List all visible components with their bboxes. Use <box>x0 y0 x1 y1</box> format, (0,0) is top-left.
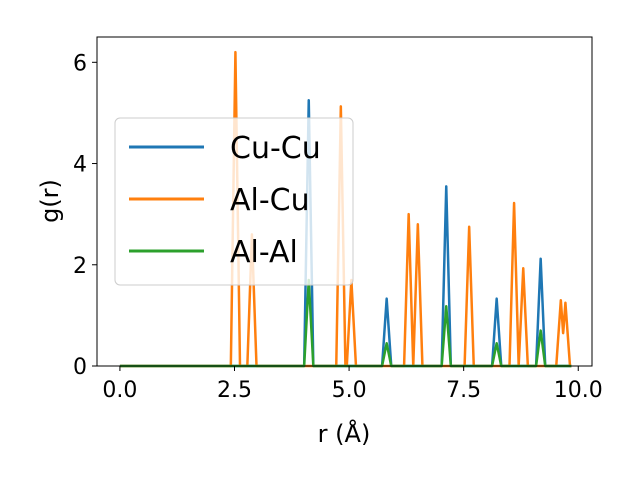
legend-box <box>114 117 354 286</box>
plot-frame <box>96 36 593 367</box>
y-axis-label: g(r) <box>36 179 64 223</box>
x-axis-ticks: 0.0 2.5 5.0 7.5 10.0 <box>102 366 603 403</box>
y-tick-label: 0 <box>73 355 87 380</box>
y-axis-ticks: 0 2 4 6 <box>73 51 97 380</box>
x-tick-label: 2.5 <box>217 378 252 403</box>
legend: Cu-Cu Al-Cu Al-Al <box>114 117 354 286</box>
legend-label-al-al: Al-Al <box>230 235 298 270</box>
x-tick-label: 7.5 <box>446 378 481 403</box>
y-tick-label: 6 <box>73 51 87 76</box>
x-tick-label: 5.0 <box>332 378 367 403</box>
x-tick-label: 10.0 <box>554 378 603 403</box>
legend-label-cu-cu: Cu-Cu <box>230 131 321 166</box>
x-tick-label: 0.0 <box>102 378 137 403</box>
y-tick-label: 4 <box>73 153 87 178</box>
legend-label-al-cu: Al-Cu <box>230 183 310 218</box>
y-tick-label: 2 <box>73 254 87 279</box>
x-axis-label: r (Å) <box>318 419 371 448</box>
